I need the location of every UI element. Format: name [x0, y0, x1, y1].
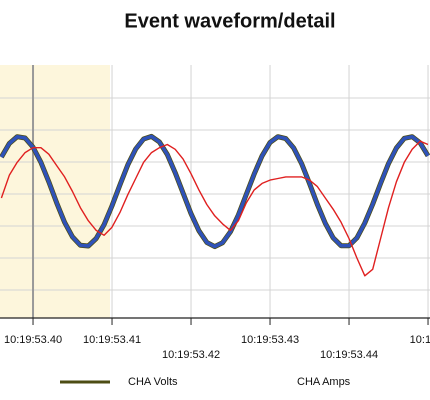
- legend-label: CHA Amps: [297, 376, 351, 388]
- chart-title: Event waveform/detail: [124, 10, 335, 32]
- x-tick-label: 10:19:53.43: [241, 334, 299, 346]
- series-line: [0, 134, 430, 249]
- x-tick-label: 10:19:53.44: [320, 349, 378, 361]
- legend-label: CHA Volts: [128, 376, 178, 388]
- x-tick-label: 10:19:53.42: [162, 349, 220, 361]
- series-line: [0, 140, 429, 277]
- x-tick-label: 10:19:53.40: [4, 334, 62, 346]
- x-tick-label: 10:19:5: [410, 334, 430, 346]
- x-tick-label: 10:19:53.41: [83, 334, 141, 346]
- horizontal-grid: [0, 97, 430, 291]
